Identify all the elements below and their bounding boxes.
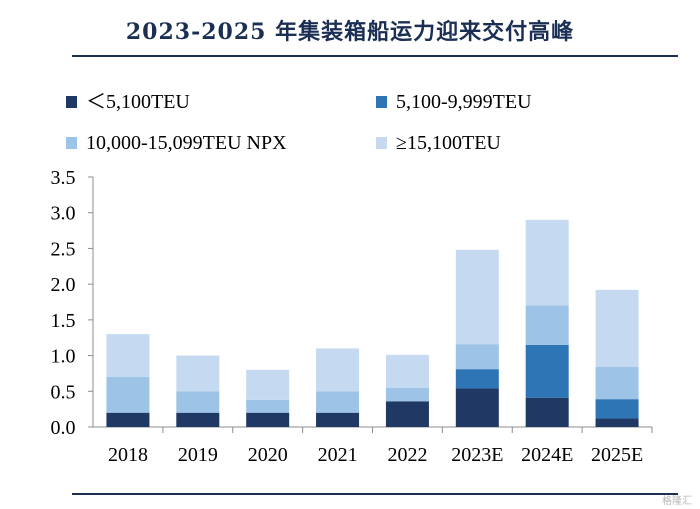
bar-2023E-series-3 [455,344,499,370]
bar-2019-series-4 [176,355,220,392]
y-tick-label: 3.0 [51,203,76,225]
bar-2022-series-4 [385,354,429,388]
bar-2022-series-3 [385,387,429,402]
bar-2019-series-1 [176,412,220,427]
bar-2025E-series-1 [595,418,639,427]
x-tick-label: 2021 [318,444,358,466]
legend-swatch-3 [66,137,77,149]
x-tick-label: 2020 [248,444,288,466]
legend-swatch-1 [66,96,77,108]
legend-swatch-4 [376,137,387,149]
bottom-rule [72,493,678,495]
bar-2024E-series-1 [525,397,569,427]
bar-2018-series-4 [106,334,150,377]
y-tick-label: 2.0 [51,274,76,296]
y-tick-label: 0.5 [51,381,76,403]
watermark: 格隆汇 [662,496,692,507]
bar-2024E-series-4 [525,219,569,306]
x-tick-label: 2022 [387,444,427,466]
bar-2019-series-3 [176,391,220,413]
bar-2021-series-3 [316,391,360,413]
y-tick-label: 1.0 [51,346,76,368]
x-tick-label: 2024E [521,444,573,466]
x-tick-label: 2023E [451,444,503,466]
bar-2024E-series-3 [525,305,569,345]
bar-2021-series-1 [316,412,360,427]
x-tick-label: 2025E [591,444,643,466]
y-tick-label: 0.0 [51,417,76,439]
bar-2020-series-3 [246,399,290,413]
bar-2023E-series-1 [455,388,499,427]
legend-label-3: 10,000-15,099TEU NPX [86,132,287,154]
legend-label-1: ＜5,100TEU [86,91,190,113]
title-rule [72,55,678,57]
y-tick-label: 1.5 [51,310,76,332]
x-tick-label: 2019 [178,444,218,466]
bar-2021-series-4 [316,348,360,392]
legend-label-2: 5,100-9,999TEU [396,91,532,113]
bar-2024E-series-2 [525,344,569,398]
bar-2025E-series-3 [595,367,639,400]
bar-2020-series-4 [246,369,290,400]
bar-2020-series-1 [246,412,290,427]
bar-2023E-series-4 [455,249,499,345]
bar-2018-series-1 [106,412,150,427]
bar-2023E-series-2 [455,369,499,389]
legend-label-4: ≥15,100TEU [396,132,501,154]
y-tick-label: 3.5 [51,167,76,189]
bar-2018-series-3 [106,377,150,413]
bar-2025E-series-4 [595,289,639,367]
legend-swatch-2 [376,96,387,108]
bar-2022-series-1 [385,401,429,427]
y-tick-label: 2.5 [51,238,76,260]
chart-title: 2023-2025 年集装箱船运力迎来交付高峰 [125,19,575,45]
x-tick-label: 2018 [108,444,148,466]
bar-2025E-series-2 [595,399,639,419]
